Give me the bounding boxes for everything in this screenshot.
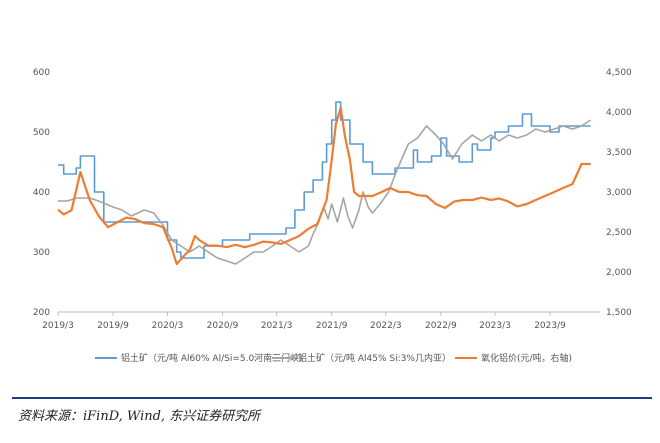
divider-rule [12, 397, 652, 399]
y-right-tick-label: 1,500 [606, 308, 632, 318]
axes: 200 300 400 500 600 1,500 2,000 2,500 3,000 3,500… [33, 68, 632, 331]
y-left-tick-label: 200 [33, 308, 50, 318]
y-right-tick-label: 2,000 [606, 268, 632, 278]
y-left-tick-label: 300 [33, 248, 50, 258]
x-tick-label: 2019/9 [97, 321, 129, 331]
x-tick-label: 2023/3 [479, 321, 511, 331]
x-tick-label: 2021/3 [261, 321, 293, 331]
chart: 200 300 400 500 600 1,500 2,000 2,500 3,000 3,500… [33, 68, 632, 364]
x-tick-label: 2020/3 [152, 321, 184, 331]
x-tick-label: 2021/9 [316, 321, 348, 331]
series-line-3 [57, 106, 591, 266]
legend-label: 铝土矿（元/吨 Al45% Si:3%几内亚） [298, 352, 451, 364]
y-right-tick-label: 3,500 [606, 148, 632, 158]
legend-label: 铝土矿（元/吨 Al60% Al/Si=5.0河南三门峡） [121, 352, 308, 364]
y-right-tick-label: 2,500 [606, 228, 632, 238]
y-left-tick-label: 400 [33, 188, 50, 198]
series-line-2 [58, 119, 592, 265]
x-tick-label: 2019/3 [42, 321, 74, 331]
x-tick-label: 2023/9 [534, 321, 566, 331]
x-tick-label: 2022/9 [425, 321, 457, 331]
y-left-tick-label: 500 [33, 128, 50, 138]
y-right-tick-label: 3,000 [606, 188, 632, 198]
series-lines [57, 101, 592, 266]
legend: 铝土矿（元/吨 Al60% Al/Si=5.0河南三门峡）铝土矿（元/吨 Al4… [95, 352, 572, 364]
y-right-tick-label: 4,000 [606, 108, 632, 118]
y-left-tick-label: 600 [33, 68, 50, 78]
x-tick-label: 2020/9 [207, 321, 239, 331]
x-tick-label: 2022/3 [370, 321, 402, 331]
source-note: 资料来源：iFinD, Wind, 东兴证券研究所 [18, 409, 261, 424]
legend-label: 氧化铝价(元/吨，右轴) [481, 352, 572, 364]
y-right-tick-label: 4,500 [606, 68, 632, 78]
series-line-1 [58, 101, 591, 259]
